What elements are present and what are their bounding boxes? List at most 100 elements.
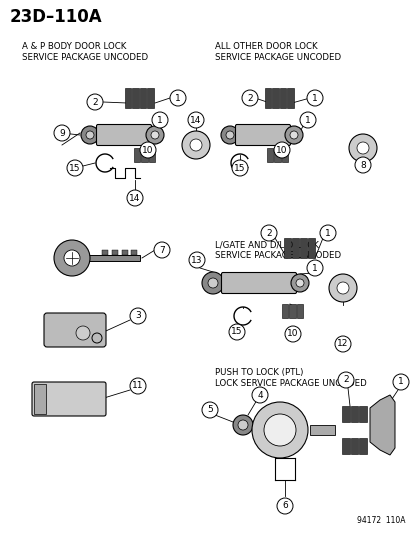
Bar <box>147 88 154 108</box>
Circle shape <box>182 131 209 159</box>
Circle shape <box>252 402 307 458</box>
Bar <box>125 88 131 108</box>
Text: SERVICE PACKAGE UNCODED: SERVICE PACKAGE UNCODED <box>214 53 340 62</box>
Text: 14: 14 <box>129 193 140 203</box>
Text: SERVICE PACKAGE UNCODED: SERVICE PACKAGE UNCODED <box>214 251 340 260</box>
Text: 8: 8 <box>359 160 365 169</box>
Bar <box>134 148 140 162</box>
Text: 10: 10 <box>142 146 153 155</box>
Circle shape <box>290 274 308 292</box>
Circle shape <box>319 225 335 241</box>
Circle shape <box>67 160 83 176</box>
Bar <box>299 238 306 258</box>
Circle shape <box>127 190 142 206</box>
Bar <box>272 88 278 108</box>
Text: PUSH TO LOCK (PTL): PUSH TO LOCK (PTL) <box>214 368 303 377</box>
Bar <box>289 304 295 318</box>
Circle shape <box>130 308 146 324</box>
Circle shape <box>334 336 350 352</box>
Text: A & P BODY DOOR LOCK: A & P BODY DOOR LOCK <box>22 42 126 51</box>
Circle shape <box>336 282 348 294</box>
Circle shape <box>228 324 244 340</box>
Text: ALL OTHER DOOR LOCK: ALL OTHER DOOR LOCK <box>214 42 317 51</box>
Text: 15: 15 <box>69 164 81 173</box>
Text: SERVICE PACKAGE UNCODED: SERVICE PACKAGE UNCODED <box>22 53 148 62</box>
Circle shape <box>140 142 156 158</box>
Bar <box>274 148 280 162</box>
Bar <box>122 250 128 255</box>
Bar <box>358 438 366 454</box>
FancyBboxPatch shape <box>44 313 106 347</box>
Circle shape <box>233 415 252 435</box>
Circle shape <box>337 372 353 388</box>
Circle shape <box>392 374 408 390</box>
FancyBboxPatch shape <box>235 125 290 146</box>
Bar <box>266 148 273 162</box>
Circle shape <box>289 131 297 139</box>
FancyBboxPatch shape <box>96 125 151 146</box>
Bar <box>350 406 358 422</box>
FancyBboxPatch shape <box>32 382 106 416</box>
Text: 1: 1 <box>175 93 180 102</box>
Text: 1: 1 <box>324 229 330 238</box>
Text: 13: 13 <box>191 255 202 264</box>
Circle shape <box>306 90 322 106</box>
Circle shape <box>276 498 292 514</box>
Circle shape <box>284 126 302 144</box>
Circle shape <box>354 157 370 173</box>
Bar <box>132 88 139 108</box>
Circle shape <box>190 139 202 151</box>
Text: 6: 6 <box>281 502 287 511</box>
Text: 1: 1 <box>304 116 310 125</box>
Text: 10: 10 <box>287 329 298 338</box>
Circle shape <box>299 112 315 128</box>
Text: 4: 4 <box>256 391 262 400</box>
Circle shape <box>252 387 267 403</box>
Text: 12: 12 <box>337 340 348 349</box>
Text: 5: 5 <box>206 406 212 415</box>
Circle shape <box>260 225 276 241</box>
Circle shape <box>154 242 170 258</box>
Bar <box>264 88 271 108</box>
Circle shape <box>189 252 204 268</box>
Bar <box>102 250 108 255</box>
Circle shape <box>207 278 218 288</box>
Bar <box>350 438 358 454</box>
Text: 15: 15 <box>231 327 242 336</box>
Text: 9: 9 <box>59 128 65 138</box>
Text: 11: 11 <box>132 382 143 391</box>
Bar <box>307 238 314 258</box>
Circle shape <box>76 326 90 340</box>
Bar <box>85 255 140 261</box>
Bar <box>281 148 287 162</box>
Circle shape <box>242 90 257 106</box>
Circle shape <box>87 94 103 110</box>
Bar <box>141 148 147 162</box>
Bar <box>287 88 293 108</box>
FancyBboxPatch shape <box>221 272 296 294</box>
Circle shape <box>54 125 70 141</box>
Circle shape <box>225 131 233 139</box>
Circle shape <box>273 142 289 158</box>
Bar <box>34 384 46 414</box>
Circle shape <box>328 274 356 302</box>
Text: LOCK SERVICE PACKAGE UNCODED: LOCK SERVICE PACKAGE UNCODED <box>214 379 366 388</box>
Text: 14: 14 <box>190 116 201 125</box>
Text: 7: 7 <box>159 246 164 254</box>
Circle shape <box>139 197 141 199</box>
Text: 10: 10 <box>275 146 287 155</box>
Circle shape <box>151 131 159 139</box>
Circle shape <box>348 134 376 162</box>
Circle shape <box>170 90 185 106</box>
Text: 2: 2 <box>266 229 271 238</box>
Bar <box>341 406 349 422</box>
Text: 94172  110A: 94172 110A <box>357 516 405 525</box>
Text: 1: 1 <box>157 116 162 125</box>
Circle shape <box>306 260 322 276</box>
Bar <box>140 88 146 108</box>
Circle shape <box>81 126 99 144</box>
Circle shape <box>202 272 223 294</box>
Bar <box>296 304 302 318</box>
Bar <box>341 438 349 454</box>
Text: 2: 2 <box>247 93 252 102</box>
